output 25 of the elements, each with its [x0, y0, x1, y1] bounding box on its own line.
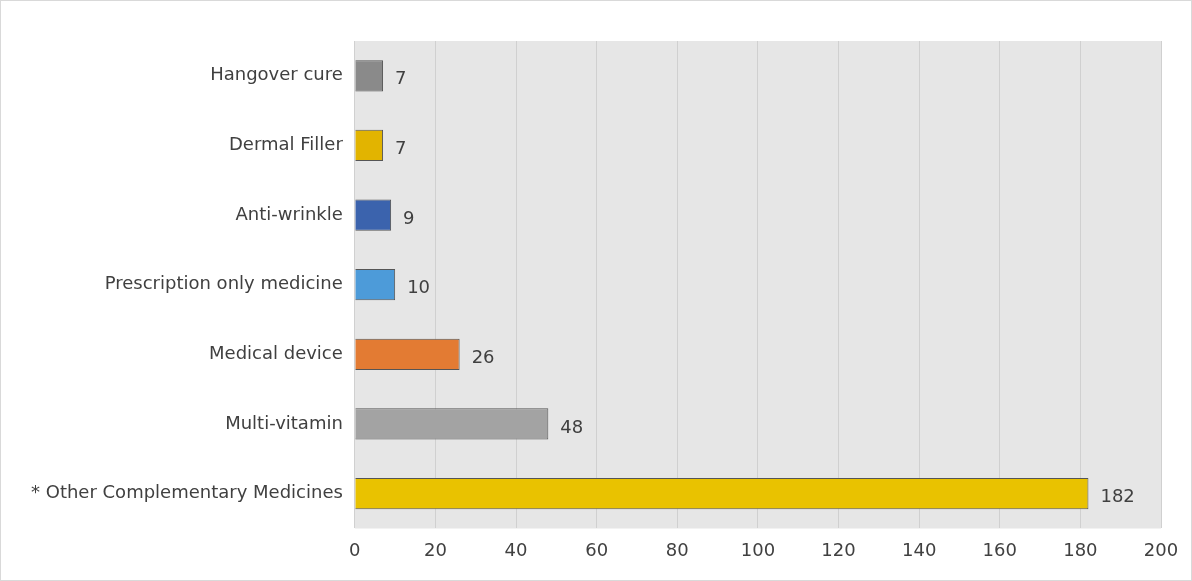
y-tick-label: * Other Complementary Medicines [30, 481, 343, 503]
y-tick-label: Medical device [209, 342, 343, 363]
x-tick-label: 100 [740, 538, 776, 560]
y-tick-label: Anti-wrinkle [235, 202, 343, 224]
x-tick-label: 0 [349, 538, 361, 560]
y-tick-label: Hangover cure [210, 63, 343, 85]
data-label: 48 [560, 415, 584, 437]
y-tick-label: Prescription only medicine [104, 272, 343, 294]
data-label: 9 [403, 206, 415, 228]
data-label: 26 [471, 346, 495, 367]
data-label: 10 [407, 276, 431, 298]
data-label: 182 [1100, 485, 1135, 507]
data-label: 7 [395, 137, 407, 159]
x-tick-label: 160 [982, 538, 1017, 560]
x-tick-label: 200 [1143, 538, 1179, 560]
x-tick-label: 120 [821, 538, 856, 560]
y-tick-label: Dermal Filler [229, 133, 344, 155]
x-tick-label: 20 [424, 538, 447, 560]
x-tick-label: 140 [901, 538, 937, 560]
x-tick-label: 40 [504, 538, 528, 560]
y-tick-label: Multi-vitamin [225, 411, 343, 433]
data-label: 7 [395, 67, 407, 89]
x-tick-label: 80 [665, 538, 689, 560]
x-tick-label: 60 [585, 538, 609, 560]
x-tick-label: 180 [1063, 538, 1098, 560]
